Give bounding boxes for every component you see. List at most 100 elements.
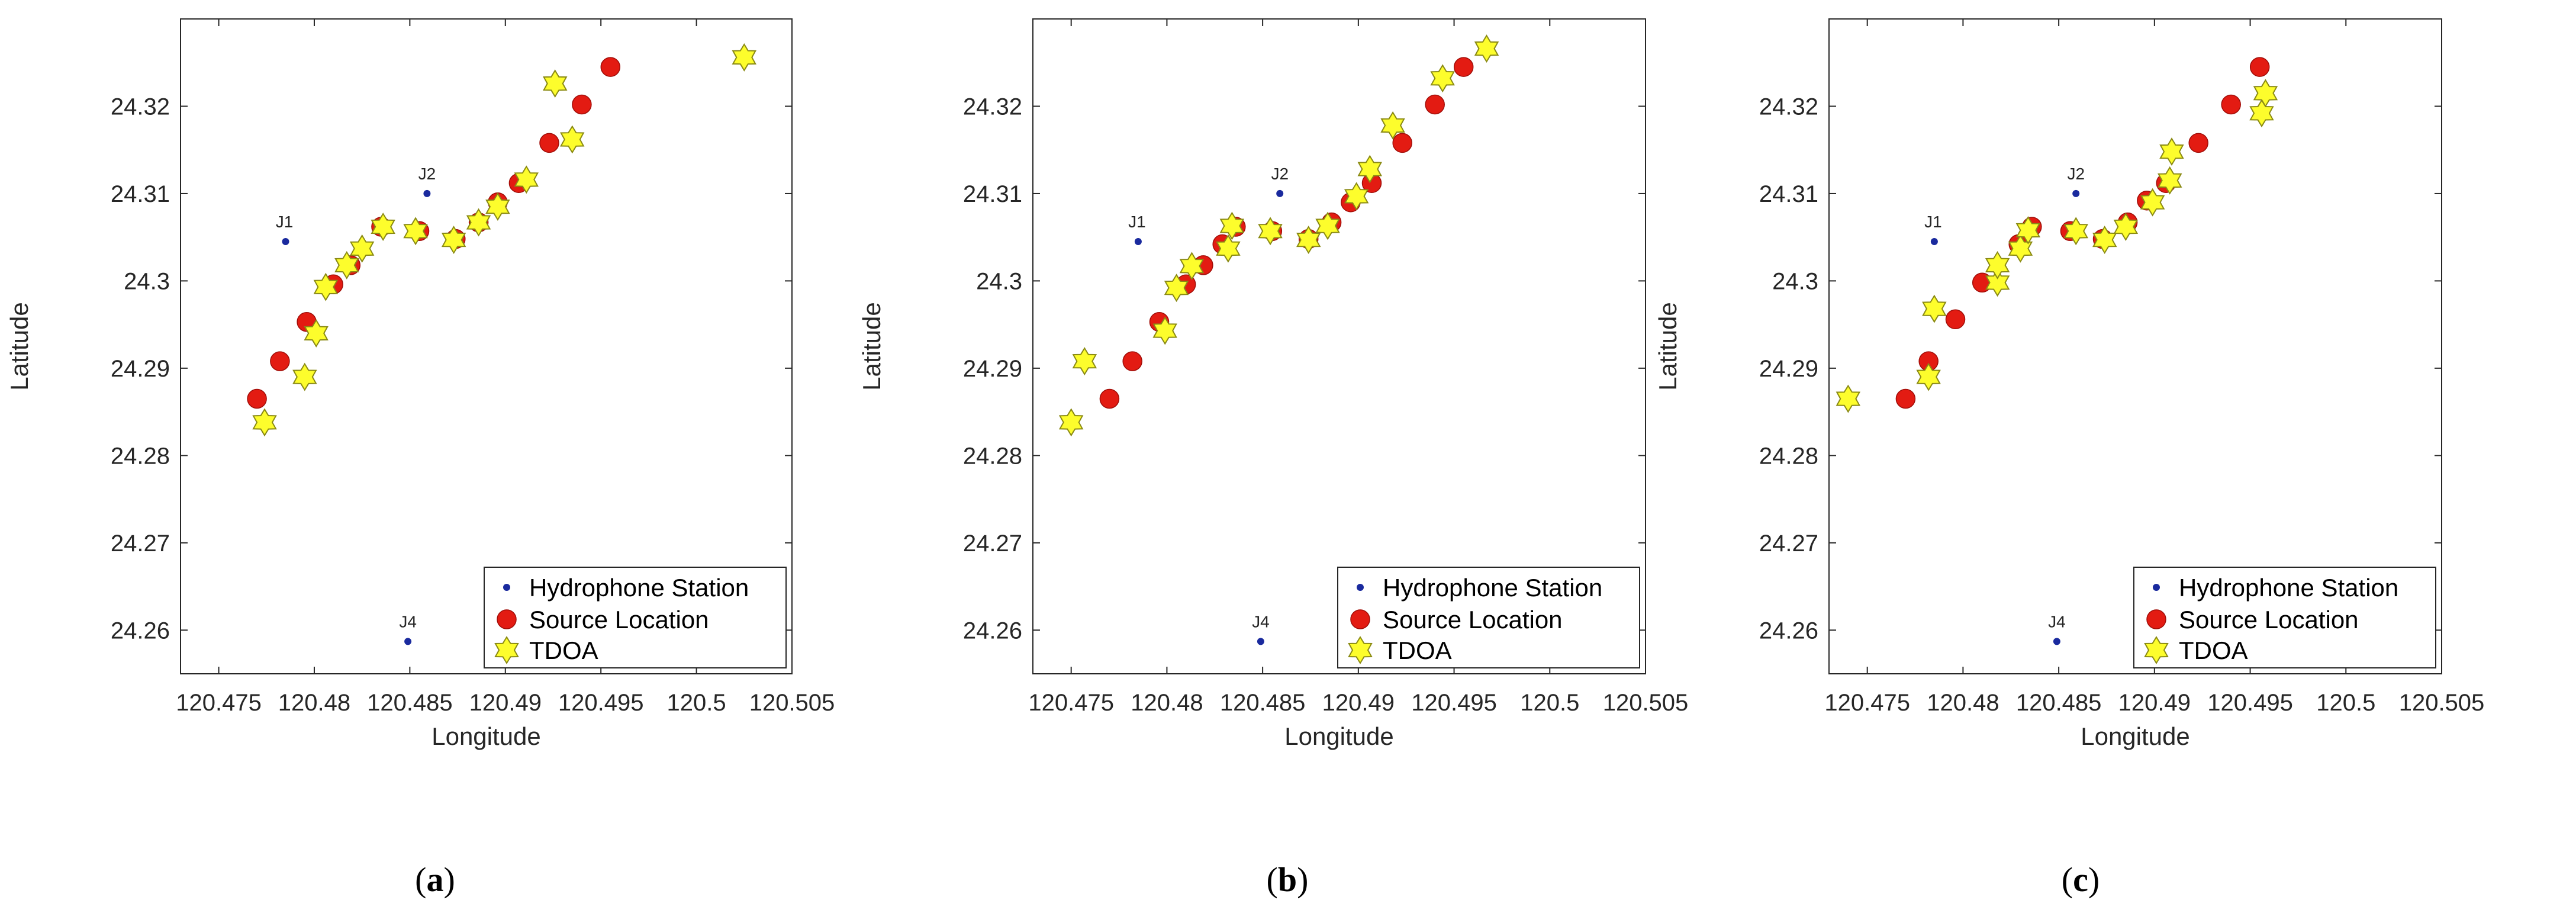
x-tick-label: 120.475 [1824, 690, 1910, 716]
hydrophone-station-point [1276, 189, 1284, 197]
caption-part: ) [2088, 860, 2100, 899]
plot-frame [1828, 18, 2442, 674]
tdoa-point [292, 362, 317, 391]
source-location-point [572, 94, 592, 115]
tdoa-point [1152, 316, 1177, 345]
station-label: J2 [2067, 165, 2085, 183]
legend-tdoa-marker [1348, 636, 1373, 664]
y-tick-label: 24.29 [1759, 356, 1818, 382]
x-tick-label: 120.495 [558, 690, 644, 716]
x-tick-label: 120.48 [1927, 690, 1999, 716]
legend-station-marker [1357, 584, 1364, 591]
legend-source-marker [497, 609, 517, 629]
tdoa-point [1072, 347, 1097, 376]
caption-part: ( [1267, 860, 1278, 899]
tdoa-point [466, 208, 491, 237]
y-tick-label: 24.28 [111, 443, 170, 469]
y-tick-label: 24.3 [124, 268, 170, 294]
legend-entry: Source Location [2179, 606, 2359, 634]
station-label: J2 [1271, 165, 1289, 183]
source-location-point [539, 133, 559, 153]
hydrophone-station-point [2072, 189, 2080, 197]
legend-entry: Hydrophone Station [2179, 574, 2398, 602]
y-axis-label: Latitude [1654, 302, 1682, 390]
chart-panel-a: 120.475 120.48 120.485 120.49 120.495 120.5 12… [5, 18, 835, 899]
legend-source-marker [1350, 609, 1370, 629]
tdoa-point [334, 250, 359, 279]
x-tick-label: 120.495 [1411, 690, 1497, 716]
source-location-point [1099, 388, 1120, 409]
x-tick-label: 120.49 [2118, 690, 2191, 716]
tdoa-point [304, 319, 329, 348]
x-tick-label: 120.485 [2016, 690, 2102, 716]
x-tick-label: 120.49 [1322, 690, 1395, 716]
source-location-point [2221, 94, 2241, 115]
hydrophone-station-point [2053, 638, 2060, 645]
tdoa-point [1315, 211, 1340, 240]
y-tick-label: 24.29 [963, 356, 1022, 382]
tdoa-point [2159, 137, 2184, 166]
caption-part: ( [415, 860, 426, 899]
tdoa-point [1216, 234, 1241, 263]
x-axis-label: Longitude [432, 722, 541, 750]
x-tick-label: 120.49 [469, 690, 542, 716]
hydrophone-station-point [1134, 238, 1142, 245]
y-tick-label: 24.32 [111, 94, 170, 120]
tdoa-point [1219, 211, 1245, 240]
y-tick-label: 24.26 [111, 618, 170, 644]
plot-frame [180, 18, 793, 674]
y-tick-label: 24.32 [1759, 94, 1818, 120]
tdoa-point [1357, 155, 1382, 184]
source-location-point [1453, 57, 1474, 77]
hydrophone-station-point [1930, 238, 1938, 245]
tdoa-point [2008, 234, 2033, 263]
tdoa-point [2249, 99, 2274, 128]
tdoa-point [1380, 111, 1405, 140]
y-tick-label: 24.32 [963, 94, 1022, 120]
tdoa-point [2015, 216, 2041, 245]
plot-frame [1032, 18, 1646, 674]
caption-part: ) [1297, 860, 1308, 899]
tdoa-point [1344, 182, 1369, 211]
x-tick-label: 120.505 [1603, 690, 1689, 716]
y-axis-label: Latitude [5, 302, 33, 390]
tdoa-point [543, 69, 568, 98]
tdoa-point [1164, 274, 1189, 303]
tdoa-point [514, 165, 539, 194]
tdoa-point [1922, 294, 1947, 323]
caption-part: c [2073, 860, 2088, 899]
tdoa-point [2158, 166, 2182, 195]
tdoa-point [2140, 188, 2165, 217]
y-tick-label: 24.3 [1772, 268, 1818, 294]
x-tick-label: 120.5 [667, 690, 726, 716]
legend-entry: Hydrophone Station [529, 574, 749, 602]
source-location-point [1392, 133, 1412, 153]
hydrophone-station-point [404, 638, 412, 645]
tdoa-point [1985, 268, 2010, 297]
source-location-point [2188, 133, 2208, 153]
panel-caption: (a) [415, 860, 455, 899]
y-tick-label: 24.27 [111, 531, 170, 557]
tdoa-point [441, 226, 466, 255]
x-axis-label: Longitude [2081, 722, 2190, 750]
tdoa-point [485, 192, 510, 221]
legend-entry: Source Location [529, 606, 709, 634]
source-location-point [600, 57, 621, 77]
tdoa-point [1258, 217, 1283, 246]
tdoa-point [732, 43, 756, 72]
y-tick-label: 24.3 [976, 268, 1022, 294]
legend-entry: Hydrophone Station [1383, 574, 1602, 602]
tdoa-point [1916, 362, 1941, 391]
y-tick-label: 24.27 [963, 531, 1022, 557]
x-axis-label: Longitude [1284, 722, 1394, 750]
caption-part: a [427, 860, 444, 899]
tdoa-point [560, 125, 585, 154]
legend-source-marker [2146, 609, 2166, 629]
x-tick-label: 120.485 [367, 690, 453, 716]
tdoa-point [349, 234, 375, 263]
hydrophone-station-point [1257, 638, 1264, 645]
hydrophone-station-point [282, 238, 289, 245]
y-tick-label: 24.26 [963, 618, 1022, 644]
